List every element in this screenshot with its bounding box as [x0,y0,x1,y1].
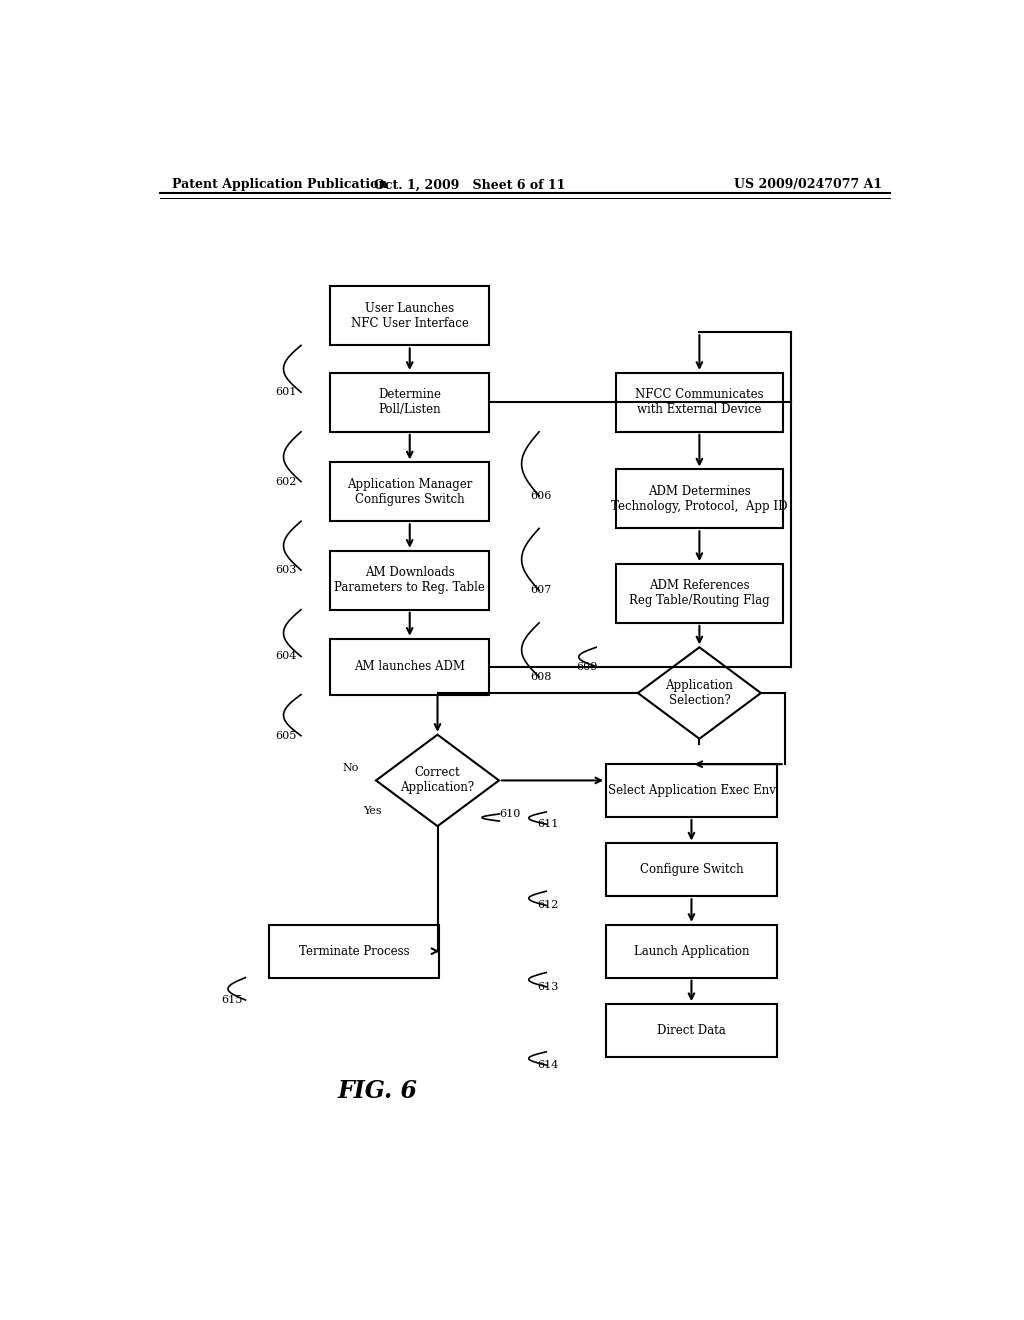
Text: ADM Determines
Technology, Protocol,  App ID: ADM Determines Technology, Protocol, App… [611,484,787,513]
FancyBboxPatch shape [606,1005,777,1057]
Text: Configure Switch: Configure Switch [640,863,743,876]
Text: Determine
Poll/Listen: Determine Poll/Listen [378,388,441,416]
Text: Application
Selection?: Application Selection? [666,678,733,708]
Text: AM launches ADM: AM launches ADM [354,660,465,673]
FancyBboxPatch shape [616,372,782,432]
Text: Direct Data: Direct Data [657,1024,726,1038]
Text: Application Manager
Configures Switch: Application Manager Configures Switch [347,478,472,506]
Text: NFCC Communicates
with External Device: NFCC Communicates with External Device [635,388,764,416]
Text: 609: 609 [577,661,598,672]
FancyBboxPatch shape [269,925,439,978]
Text: Patent Application Publication: Patent Application Publication [172,178,387,191]
Text: 605: 605 [274,731,296,741]
FancyBboxPatch shape [606,764,777,817]
FancyBboxPatch shape [616,564,782,623]
Text: 604: 604 [274,652,296,661]
FancyBboxPatch shape [331,639,489,694]
Text: Yes: Yes [364,807,382,816]
Text: ADM References
Reg Table/Routing Flag: ADM References Reg Table/Routing Flag [629,579,770,607]
FancyBboxPatch shape [616,470,782,528]
Text: FIG. 6: FIG. 6 [338,1080,418,1104]
Text: AM Downloads
Parameters to Reg. Table: AM Downloads Parameters to Reg. Table [334,566,485,594]
Text: Select Application Exec Env: Select Application Exec Env [607,784,775,797]
Text: Oct. 1, 2009   Sheet 6 of 11: Oct. 1, 2009 Sheet 6 of 11 [374,178,565,191]
Text: 613: 613 [538,982,559,991]
Polygon shape [376,735,499,826]
FancyBboxPatch shape [331,372,489,432]
FancyBboxPatch shape [606,925,777,978]
Text: 608: 608 [530,672,552,681]
Polygon shape [638,647,761,739]
FancyBboxPatch shape [606,843,777,896]
Text: 603: 603 [274,565,296,576]
Text: 607: 607 [530,585,552,595]
Text: 614: 614 [538,1060,559,1071]
Text: 612: 612 [538,900,559,911]
FancyBboxPatch shape [331,462,489,521]
Text: 602: 602 [274,477,296,487]
FancyBboxPatch shape [331,550,489,610]
Text: 601: 601 [274,387,296,397]
Text: No: No [342,763,358,774]
Text: 611: 611 [538,820,559,829]
Text: US 2009/0247077 A1: US 2009/0247077 A1 [734,178,882,191]
FancyBboxPatch shape [331,286,489,346]
Text: 615: 615 [221,995,243,1005]
Text: Terminate Process: Terminate Process [299,945,410,958]
Text: User Launches
NFC User Interface: User Launches NFC User Interface [351,302,469,330]
Text: Launch Application: Launch Application [634,945,750,958]
Text: Correct
Application?: Correct Application? [400,767,474,795]
Text: 610: 610 [500,809,521,818]
Text: 606: 606 [530,491,552,500]
